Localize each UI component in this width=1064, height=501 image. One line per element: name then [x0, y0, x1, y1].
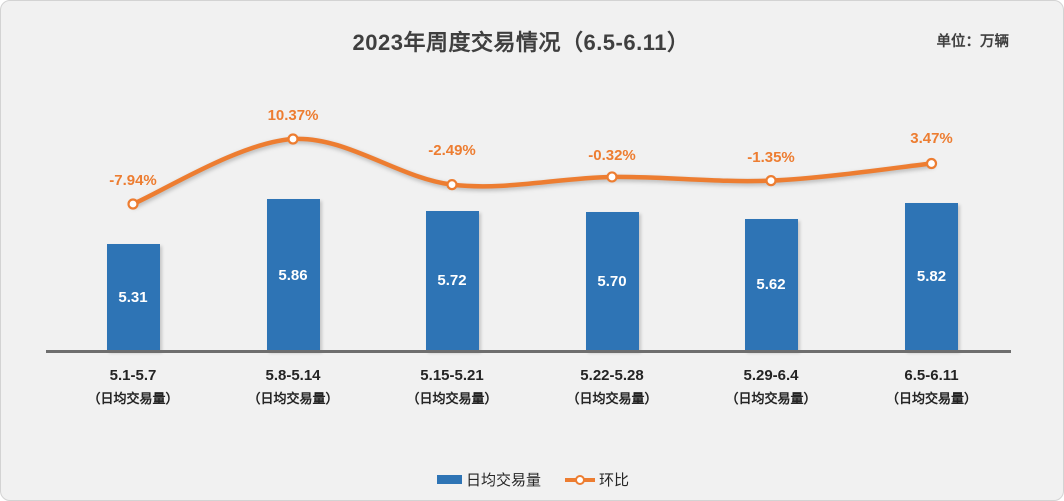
line-marker [446, 179, 458, 191]
tick-sublabel: （日均交易量） [406, 391, 498, 406]
tick-sublabel: （日均交易量） [566, 391, 658, 406]
line-marker-icon [565, 474, 595, 485]
line-marker [287, 133, 299, 145]
legend-item-line: 环比 [565, 469, 629, 490]
tick-date-range: 5.29-6.4 [743, 367, 799, 384]
chart-title: 2023年周度交易情况（6.5-6.11） [352, 30, 690, 55]
bar: 5.82 [905, 202, 958, 351]
tick-date-range: 5.8-5.14 [265, 367, 321, 384]
line-marker [127, 198, 139, 210]
x-axis-line [46, 350, 1011, 353]
bar-swatch-icon [436, 475, 462, 484]
line-value-label: 3.47% [910, 130, 953, 148]
line-marker [606, 171, 618, 183]
x-axis-tick-label: 5.15-5.21 （日均交易量） [406, 365, 497, 410]
x-axis-tick-label: 5.29-6.4 （日均交易量） [725, 365, 816, 410]
bar-value-label: 5.62 [756, 276, 786, 294]
line-value-label: 10.37% [267, 107, 319, 124]
line-marker [765, 175, 777, 187]
bar: 5.31 [106, 244, 160, 351]
bar: 5.86 [266, 199, 320, 351]
tick-date-range: 5.1-5.7 [109, 367, 157, 384]
x-axis-tick-label: 5.1-5.7 （日均交易量） [87, 365, 178, 410]
x-axis-tick-label: 6.5-6.11 （日均交易量） [886, 365, 977, 410]
line-dot-icon [575, 474, 585, 485]
bar: 5.72 [425, 210, 479, 351]
line-marker [925, 157, 938, 170]
line-value-label: -7.94% [109, 172, 157, 189]
bar-value-label: 5.31 [118, 289, 148, 307]
x-axis-tick-label: 5.8-5.14 （日均交易量） [247, 365, 338, 410]
tick-date-range: 6.5-6.11 [904, 367, 959, 384]
legend-line-label: 环比 [599, 472, 630, 489]
tick-sublabel: （日均交易量） [725, 391, 817, 406]
bar-value-label: 5.70 [597, 273, 627, 291]
bar-value-label: 5.86 [278, 266, 308, 284]
line-value-label: -2.49% [428, 141, 476, 159]
line-value-label: -1.35% [747, 148, 795, 166]
unit-label: 单位：万辆 [936, 34, 1010, 50]
tick-date-range: 5.22-5.28 [580, 367, 644, 384]
tick-sublabel: （日均交易量） [247, 391, 339, 406]
bar: 5.70 [585, 212, 639, 351]
legend: 日均交易量 环比 [1, 469, 1063, 490]
legend-bar-label: 日均交易量 [465, 472, 541, 489]
bar-value-label: 5.72 [437, 272, 467, 290]
tick-sublabel: （日均交易量） [87, 391, 179, 406]
bar-value-label: 5.82 [916, 268, 947, 286]
tick-sublabel: （日均交易量） [885, 391, 978, 406]
line-path [130, 136, 934, 207]
bar: 5.62 [744, 218, 798, 351]
tick-date-range: 5.15-5.21 [420, 367, 484, 384]
line-value-label: -0.32% [588, 146, 636, 164]
x-axis-tick-label: 5.22-5.28 （日均交易量） [566, 365, 657, 410]
legend-item-bar: 日均交易量 [436, 469, 541, 490]
